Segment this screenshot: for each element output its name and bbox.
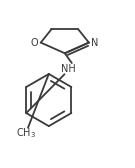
Text: O: O — [31, 38, 39, 48]
Text: N: N — [91, 38, 99, 48]
Text: CH$_3$: CH$_3$ — [16, 126, 36, 140]
Text: NH: NH — [61, 64, 76, 74]
